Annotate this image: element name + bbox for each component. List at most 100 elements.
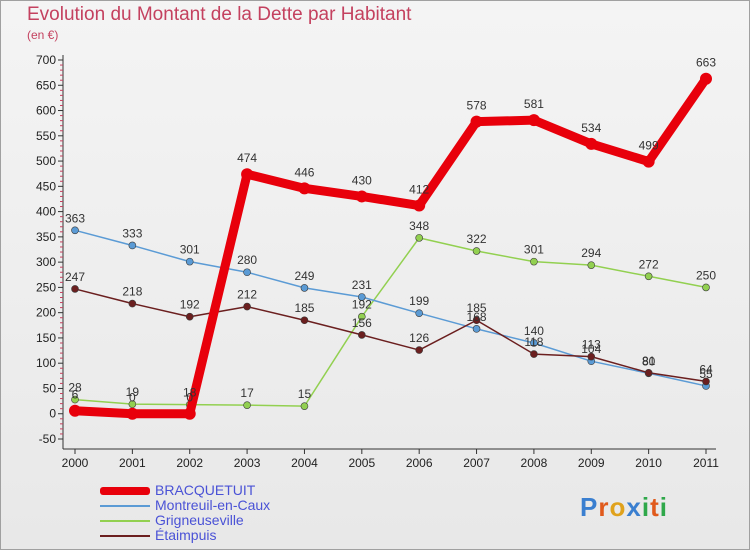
series-line-2 xyxy=(74,237,707,407)
data-label: 322 xyxy=(467,232,487,246)
data-label: 301 xyxy=(180,243,200,257)
data-point xyxy=(472,316,481,325)
y-tick-label: 500 xyxy=(36,154,56,168)
data-point xyxy=(700,72,712,85)
data-label: 192 xyxy=(180,298,200,312)
data-point xyxy=(243,268,251,277)
data-label: 578 xyxy=(467,99,487,113)
logo-letter: P xyxy=(580,492,599,522)
legend-swatch-montreuil xyxy=(100,505,150,507)
data-point xyxy=(71,285,79,293)
data-label: 64 xyxy=(699,362,713,376)
data-label: 581 xyxy=(524,97,544,111)
data-point xyxy=(128,400,137,408)
data-point xyxy=(644,369,653,377)
data-label: 113 xyxy=(582,338,601,352)
data-label: 0 xyxy=(186,391,193,405)
data-label: 192 xyxy=(352,298,372,312)
legend-swatch-etaimpuis xyxy=(100,535,150,537)
data-label: 363 xyxy=(65,211,85,225)
data-point xyxy=(358,293,366,301)
data-point xyxy=(530,350,538,358)
data-label: 446 xyxy=(294,165,314,179)
y-tick-label: 650 xyxy=(36,78,56,92)
data-point xyxy=(585,137,598,150)
legend-label-montreuil: Montreuil-en-Caux xyxy=(155,497,271,513)
data-label: 663 xyxy=(696,56,716,70)
data-point xyxy=(642,155,655,168)
data-label: 18 xyxy=(183,386,197,400)
y-tick-label: 600 xyxy=(36,104,56,118)
data-label: 55 xyxy=(699,367,713,381)
data-label: 80 xyxy=(642,354,656,368)
x-tick-label: 2002 xyxy=(176,456,203,470)
logo-letter: t xyxy=(650,492,660,522)
x-tick-label: 2005 xyxy=(348,456,375,470)
data-point xyxy=(644,272,653,281)
legend-swatch-grigneuseville xyxy=(100,520,150,522)
y-tick-label: 100 xyxy=(36,356,56,370)
data-point xyxy=(472,325,481,333)
x-tick-label: 2004 xyxy=(291,456,318,470)
data-label: 333 xyxy=(122,226,142,240)
data-point xyxy=(355,190,368,203)
data-point xyxy=(470,115,483,128)
data-label: 249 xyxy=(294,269,314,283)
x-tick-label: 2007 xyxy=(463,456,490,470)
data-point xyxy=(71,226,79,235)
x-tick-label: 2000 xyxy=(62,456,89,470)
data-point xyxy=(71,395,79,404)
data-label: 247 xyxy=(65,270,85,284)
y-tick-label: 50 xyxy=(43,381,57,395)
series-line-1 xyxy=(74,229,707,387)
data-point xyxy=(300,402,309,410)
data-point xyxy=(243,401,251,409)
chart-subtitle: (en €) xyxy=(27,28,59,42)
data-label: 231 xyxy=(352,278,372,292)
legend-label-bracquetuit: BRACQUETUIT xyxy=(155,482,256,498)
data-point xyxy=(183,407,196,420)
data-point xyxy=(415,309,423,317)
data-label: 0 xyxy=(129,391,136,405)
data-label: 118 xyxy=(524,335,543,349)
data-point xyxy=(587,352,596,361)
data-label: 185 xyxy=(294,301,314,315)
data-point xyxy=(413,199,426,212)
data-label: 168 xyxy=(467,310,487,324)
y-tick-label: 400 xyxy=(36,205,56,219)
data-label: 412 xyxy=(409,183,429,197)
x-tick-label: 2006 xyxy=(406,456,433,470)
series-line-3 xyxy=(74,288,707,383)
y-tick-label: 550 xyxy=(36,129,56,143)
data-point xyxy=(185,257,194,266)
data-point xyxy=(128,299,137,308)
data-point xyxy=(300,284,309,292)
data-label: 280 xyxy=(237,253,257,267)
data-point xyxy=(358,331,366,339)
y-tick-label: 450 xyxy=(36,179,56,193)
data-label: 185 xyxy=(467,301,487,315)
chart-title: Evolution du Montant de la Dette par Hab… xyxy=(27,4,412,25)
logo-letter: x xyxy=(626,492,642,522)
data-point xyxy=(530,339,538,347)
y-tick-label: 350 xyxy=(36,230,56,244)
data-point xyxy=(702,377,710,386)
axes: -500501001502002503003504004505005506006… xyxy=(36,53,719,470)
data-point xyxy=(702,283,710,292)
series-line-0 xyxy=(70,74,711,419)
data-label: 15 xyxy=(298,387,312,401)
data-label: 17 xyxy=(240,386,254,400)
data-point xyxy=(587,261,596,269)
data-label: 294 xyxy=(581,246,601,260)
y-tick-label: 700 xyxy=(36,53,56,67)
data-label: 430 xyxy=(352,173,372,187)
y-tick-label: 0 xyxy=(49,407,56,421)
data-label: 474 xyxy=(237,151,257,165)
data-point xyxy=(530,257,538,266)
data-label: 534 xyxy=(581,121,601,135)
data-point xyxy=(69,404,81,417)
data-label: 218 xyxy=(122,285,142,299)
logo-letter: i xyxy=(641,492,651,522)
data-label: 126 xyxy=(409,331,429,345)
